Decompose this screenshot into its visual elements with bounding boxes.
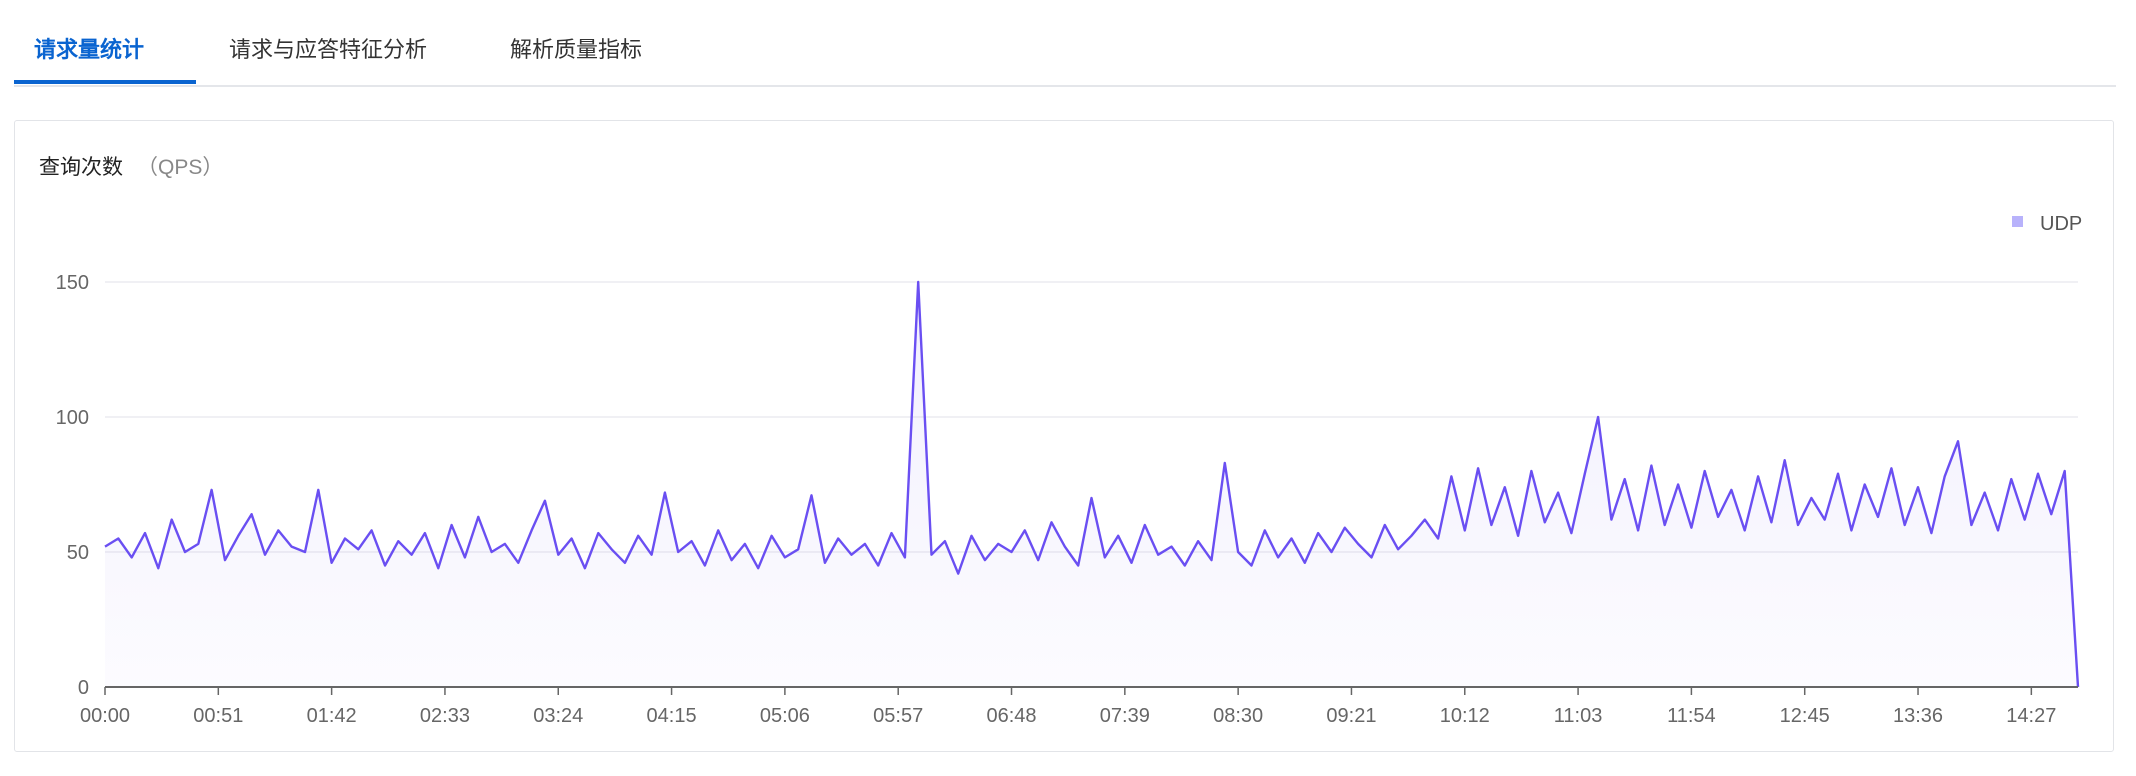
y-tick-label: 150: [56, 272, 89, 294]
x-tick-label: 00:51: [193, 705, 243, 727]
active-tab-indicator: [14, 80, 196, 84]
x-tick-label: 11:54: [1667, 705, 1716, 727]
x-tick-label: 06:48: [986, 705, 1036, 727]
x-tick-label: 05:57: [873, 705, 923, 727]
x-tick-label: 02:33: [420, 705, 470, 727]
chart-title-text: 查询次数: [39, 156, 123, 179]
y-tick-label: 100: [56, 407, 89, 429]
x-tick-label: 00:00: [80, 705, 130, 727]
tab-bar: 请求量统计 请求与应答特征分析 解析质量指标: [14, 0, 2116, 87]
x-tick-label: 12:45: [1780, 705, 1830, 727]
x-tick-label: 14:27: [2006, 705, 2056, 727]
x-tick-label: 11:03: [1554, 705, 1603, 727]
y-tick-label: 50: [67, 542, 89, 564]
x-tick-label: 07:39: [1100, 705, 1150, 727]
x-tick-label: 13:36: [1893, 705, 1943, 727]
legend-label-udp: UDP: [2040, 213, 2082, 235]
tab-request-volume[interactable]: 请求量统计: [34, 37, 145, 62]
x-tick-label: 08:30: [1213, 705, 1263, 727]
x-tick-label: 09:21: [1326, 705, 1376, 727]
y-tick-label: 0: [78, 677, 89, 699]
chart-unit: （QPS）: [137, 156, 224, 179]
tab-request-response-analysis[interactable]: 请求与应答特征分析: [229, 37, 428, 62]
series-line-udp: [104, 280, 2080, 688]
tab-resolution-quality[interactable]: 解析质量指标: [510, 37, 643, 62]
chart-title: 查询次数 （QPS）: [39, 151, 223, 181]
x-tick-label: 01:42: [307, 705, 357, 727]
series-area-udp: [105, 282, 2078, 687]
x-tick-label: 04:15: [647, 705, 697, 727]
legend-swatch-udp: [2012, 216, 2023, 227]
qps-chart-card: 查询次数 （QPS）: [14, 120, 2114, 752]
x-tick-label: 03:24: [533, 705, 583, 727]
legend[interactable]: UDP: [2012, 213, 2082, 235]
x-tick-label: 10:12: [1440, 705, 1490, 727]
x-tick-label: 05:06: [760, 705, 810, 727]
